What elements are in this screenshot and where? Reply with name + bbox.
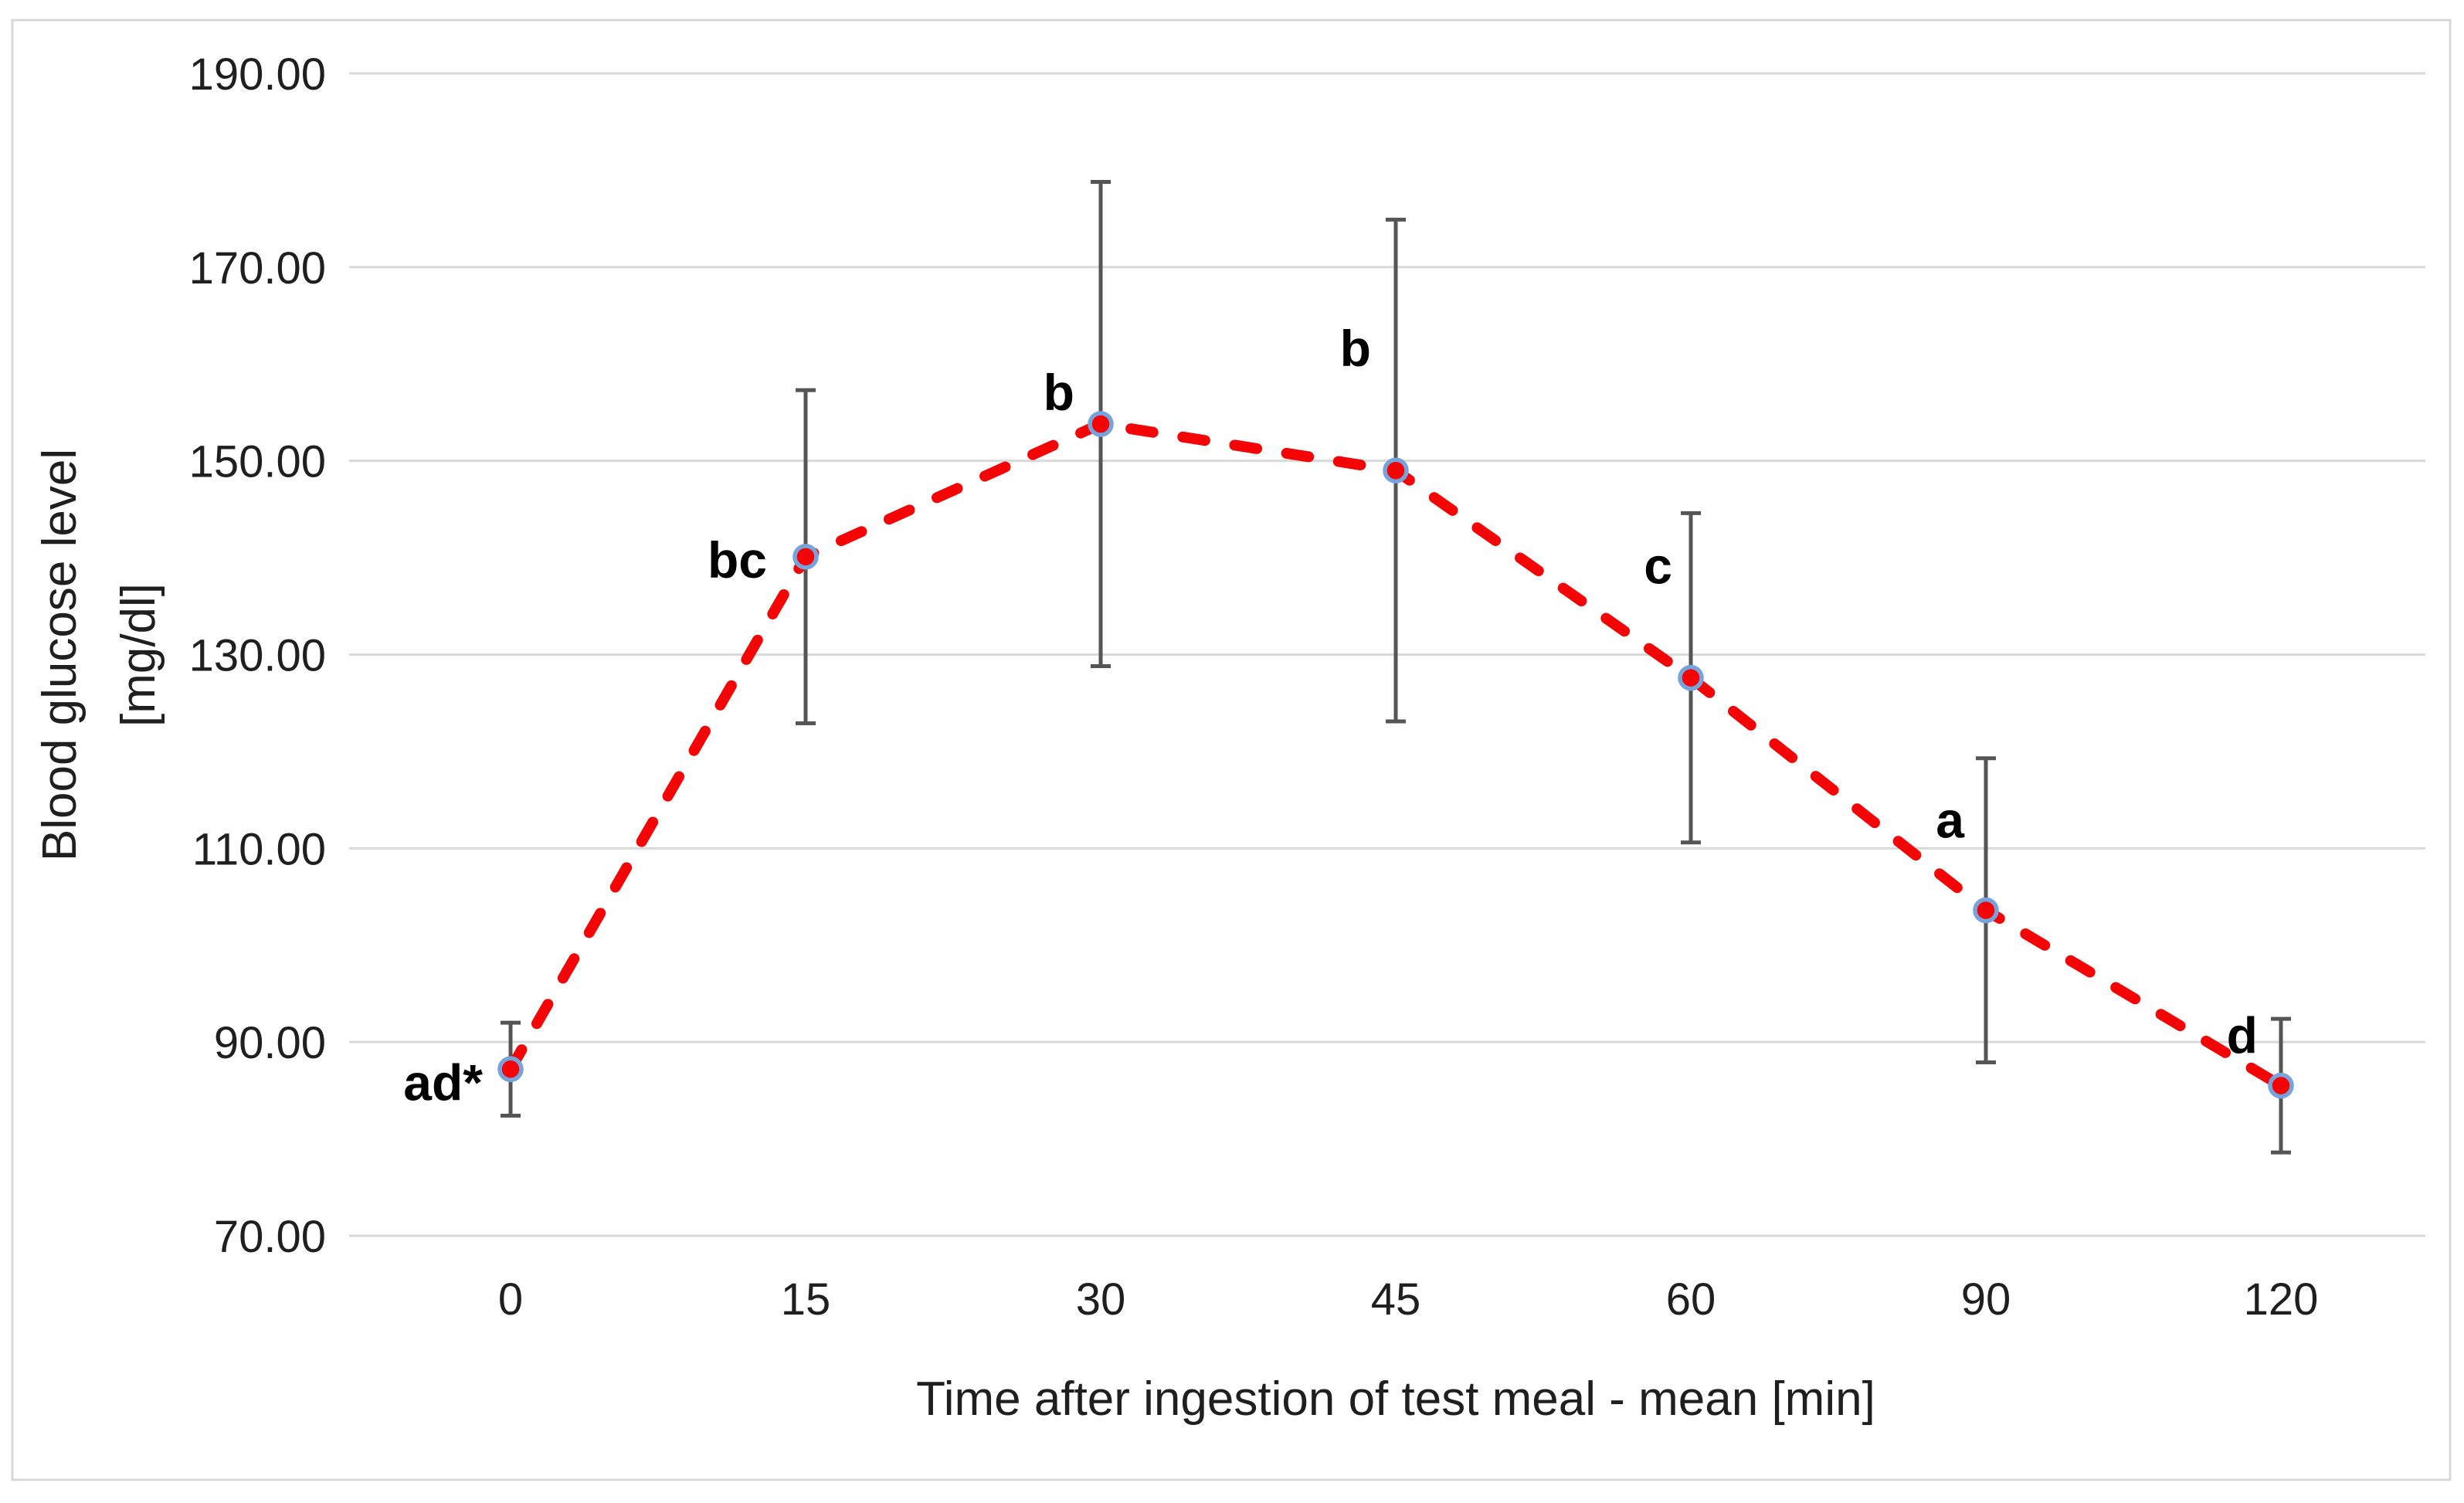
x-tick-label: 45 — [1371, 1274, 1421, 1325]
significance-label: d — [2227, 1007, 2258, 1064]
gridlines — [349, 72, 2425, 1237]
x-tick-label: 15 — [781, 1274, 831, 1325]
data-point-marker — [792, 544, 819, 570]
data-point-marker — [1678, 664, 1704, 691]
significance-label: b — [1044, 364, 1074, 421]
data-point-marker — [1088, 411, 1114, 437]
x-tick-label: 30 — [1076, 1274, 1126, 1325]
significance-label: bc — [708, 531, 767, 589]
y-tick-label: 70.00 — [214, 1212, 326, 1262]
x-tick-label: 60 — [1666, 1274, 1716, 1325]
y-tick-label: 150.00 — [189, 437, 326, 487]
x-tick-label: 120 — [2244, 1274, 2319, 1325]
y-axis-title: Blood glucose level [mg/dl] — [33, 449, 165, 861]
x-axis-tick-labels: 0 15 30 45 60 90 120 — [498, 1274, 2319, 1325]
data-point-markers — [497, 411, 2294, 1099]
x-tick-label: 90 — [1961, 1274, 2011, 1325]
data-point-marker — [2268, 1072, 2294, 1099]
data-point-marker — [1973, 897, 1999, 924]
significance-label: ad* — [403, 1053, 483, 1111]
x-axis-title: Time after ingestion of test meal - mean… — [916, 1372, 1875, 1426]
y-axis-title-line1: Blood glucose level — [33, 449, 87, 861]
y-tick-label: 170.00 — [189, 243, 326, 293]
y-tick-label: 190.00 — [189, 49, 326, 100]
significance-label: a — [1936, 792, 1965, 849]
x-tick-label: 0 — [498, 1274, 523, 1325]
y-tick-label: 90.00 — [214, 1018, 326, 1068]
data-point-marker — [1383, 457, 1409, 483]
y-axis-title-line2: [mg/dl] — [112, 583, 165, 727]
y-axis-tick-labels: 70.00 90.00 110.00 130.00 150.00 170.00 190.00 — [189, 49, 326, 1262]
error-bars — [501, 179, 2291, 1155]
y-tick-label: 130.00 — [189, 631, 326, 681]
y-tick-label: 110.00 — [192, 824, 326, 874]
significance-label: b — [1340, 320, 1371, 377]
significance-label: c — [1644, 538, 1672, 595]
data-point-marker — [497, 1056, 524, 1083]
figure-border — [11, 19, 2452, 1481]
